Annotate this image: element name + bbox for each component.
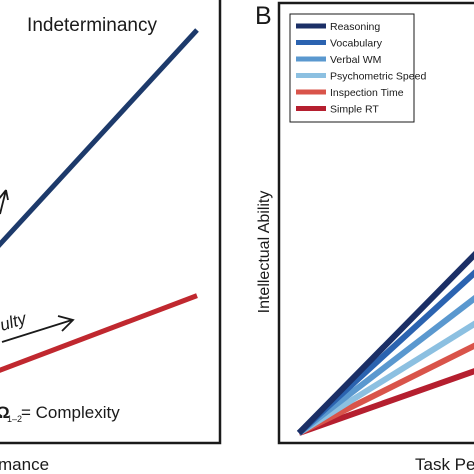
legend-label-3: Verbal WM [330, 54, 381, 66]
panel-a-title: Indeterminancy [27, 15, 157, 36]
legend-label-2: Vocabulary [330, 38, 383, 50]
difficulty-arrow-head-icon [57, 315, 75, 332]
panel-a-series-line-2 [0, 293, 198, 373]
panel-a-frame [0, 0, 222, 445]
difficulty-arrow-shaft [1, 319, 73, 343]
panel-a-small-arrow-icon [0, 189, 9, 215]
panel-b-ylabel: Intellectual Ability [256, 191, 273, 314]
panel-b-plot [296, 251, 474, 436]
panel-b-line-simple-rt [298, 368, 474, 436]
complexity-label: = Complexity [21, 403, 120, 422]
legend-label-1: Reasoning [330, 21, 380, 33]
legend-box [289, 13, 415, 123]
panel-b-frame [277, 1, 474, 445]
difficulty-label: ulty [0, 308, 30, 334]
complexity-symbol: Ω [0, 403, 10, 422]
legend-label-4: Psychometric Speed [330, 71, 426, 83]
panel-b-xlabel: Task Pe [415, 455, 474, 474]
legend-label-5: Inspection Time [330, 87, 404, 99]
legend-label-6: Simple RT [330, 104, 379, 116]
panel-a-plot [0, 28, 199, 373]
panel-a-series-line-1 [0, 28, 199, 248]
panel-a-xlabel: mance [0, 455, 49, 474]
legend: Reasoning Vocabulary Verbal WM Psychometric… [296, 21, 426, 116]
panel-b-line-psychometric-speed [297, 320, 474, 436]
complexity-subscript: 1–2 [7, 414, 22, 424]
panel-b-letter: B [255, 2, 272, 30]
panel-b-line-inspection-time [297, 342, 474, 436]
panel-b-line-verbal-wm [297, 295, 474, 436]
panel-b-line-reasoning [296, 251, 474, 436]
